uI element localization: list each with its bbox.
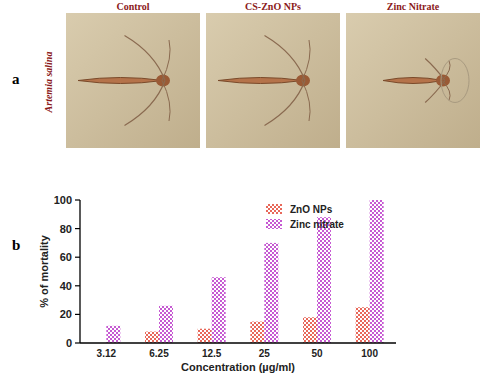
specimen-body xyxy=(383,78,443,84)
x-tick-label: 25 xyxy=(259,348,271,359)
photo xyxy=(206,13,340,148)
bar xyxy=(212,277,226,343)
image-caption: Zinc Nitrate xyxy=(387,1,440,12)
y-tick xyxy=(75,228,80,229)
specimen-antenna xyxy=(162,81,170,122)
y-tick xyxy=(75,314,80,315)
legend-label: ZnO NPs xyxy=(290,204,333,215)
specimen-antenna xyxy=(425,59,445,81)
legend-swatch xyxy=(266,219,282,229)
bar xyxy=(370,200,384,343)
specimen-head xyxy=(436,75,450,87)
y-tick xyxy=(75,257,80,258)
y-tick-label: 80 xyxy=(60,223,72,235)
specimen-antenna xyxy=(265,81,306,126)
photo-background xyxy=(206,13,340,148)
species-label: Artemia salina xyxy=(43,52,54,114)
bar xyxy=(317,217,331,343)
photo-background xyxy=(346,13,480,148)
specimen-antenna xyxy=(302,81,310,122)
image-caption: Control xyxy=(116,1,149,12)
bar xyxy=(159,306,173,343)
specimen-body xyxy=(78,78,163,84)
specimen-shell xyxy=(441,59,469,103)
bar xyxy=(106,326,120,343)
bar xyxy=(264,243,278,343)
x-tick-label: 3.12 xyxy=(97,348,117,359)
bar xyxy=(356,307,370,343)
panel-label: a xyxy=(12,71,20,87)
legend-label: Zinc nitrate xyxy=(290,219,344,230)
y-tick-label: 100 xyxy=(54,194,72,206)
photo-background xyxy=(66,13,200,148)
legend: ZnO NPs Zinc nitrate xyxy=(266,204,344,230)
bar xyxy=(145,332,159,343)
specimen-antenna xyxy=(125,36,166,81)
y-tick xyxy=(75,342,80,343)
x-tick-label: 100 xyxy=(361,348,378,359)
y-tick-label: 20 xyxy=(60,308,72,320)
specimen-antenna xyxy=(425,81,445,103)
bars xyxy=(106,200,383,343)
x-axis xyxy=(80,342,396,343)
photo xyxy=(346,13,480,148)
figure-root: a Artemia salina Control CS-ZnO NPs Zinc Nit… xyxy=(0,0,500,374)
y-axis xyxy=(79,200,80,343)
bar xyxy=(198,329,212,343)
y-tick xyxy=(75,199,80,200)
panel-label: b xyxy=(12,237,20,253)
x-tick-label: 12.5 xyxy=(202,348,222,359)
y-tick-label: 0 xyxy=(66,337,72,349)
specimen-antenna xyxy=(125,81,166,126)
legend-swatch xyxy=(266,204,282,214)
bar xyxy=(303,317,317,343)
specimen-antenna xyxy=(302,40,310,81)
photo xyxy=(66,13,200,148)
figure: a Artemia salina Control CS-ZnO NPs Zinc Nit… xyxy=(0,0,500,374)
x-tick-label: 6.25 xyxy=(149,348,169,359)
y-tick xyxy=(75,285,80,286)
specimen-body xyxy=(218,78,303,84)
x-axis-label: Concentration (µg/ml) xyxy=(181,361,295,373)
y-tick-label: 60 xyxy=(60,251,72,263)
image-caption: CS-ZnO NPs xyxy=(245,1,301,12)
x-tick-label: 50 xyxy=(311,348,323,359)
specimen-antenna xyxy=(162,40,170,81)
specimen-antenna xyxy=(265,36,306,81)
y-tick-label: 40 xyxy=(60,280,72,292)
y-axis-label: % of mortality xyxy=(38,234,50,308)
bar xyxy=(250,322,264,343)
